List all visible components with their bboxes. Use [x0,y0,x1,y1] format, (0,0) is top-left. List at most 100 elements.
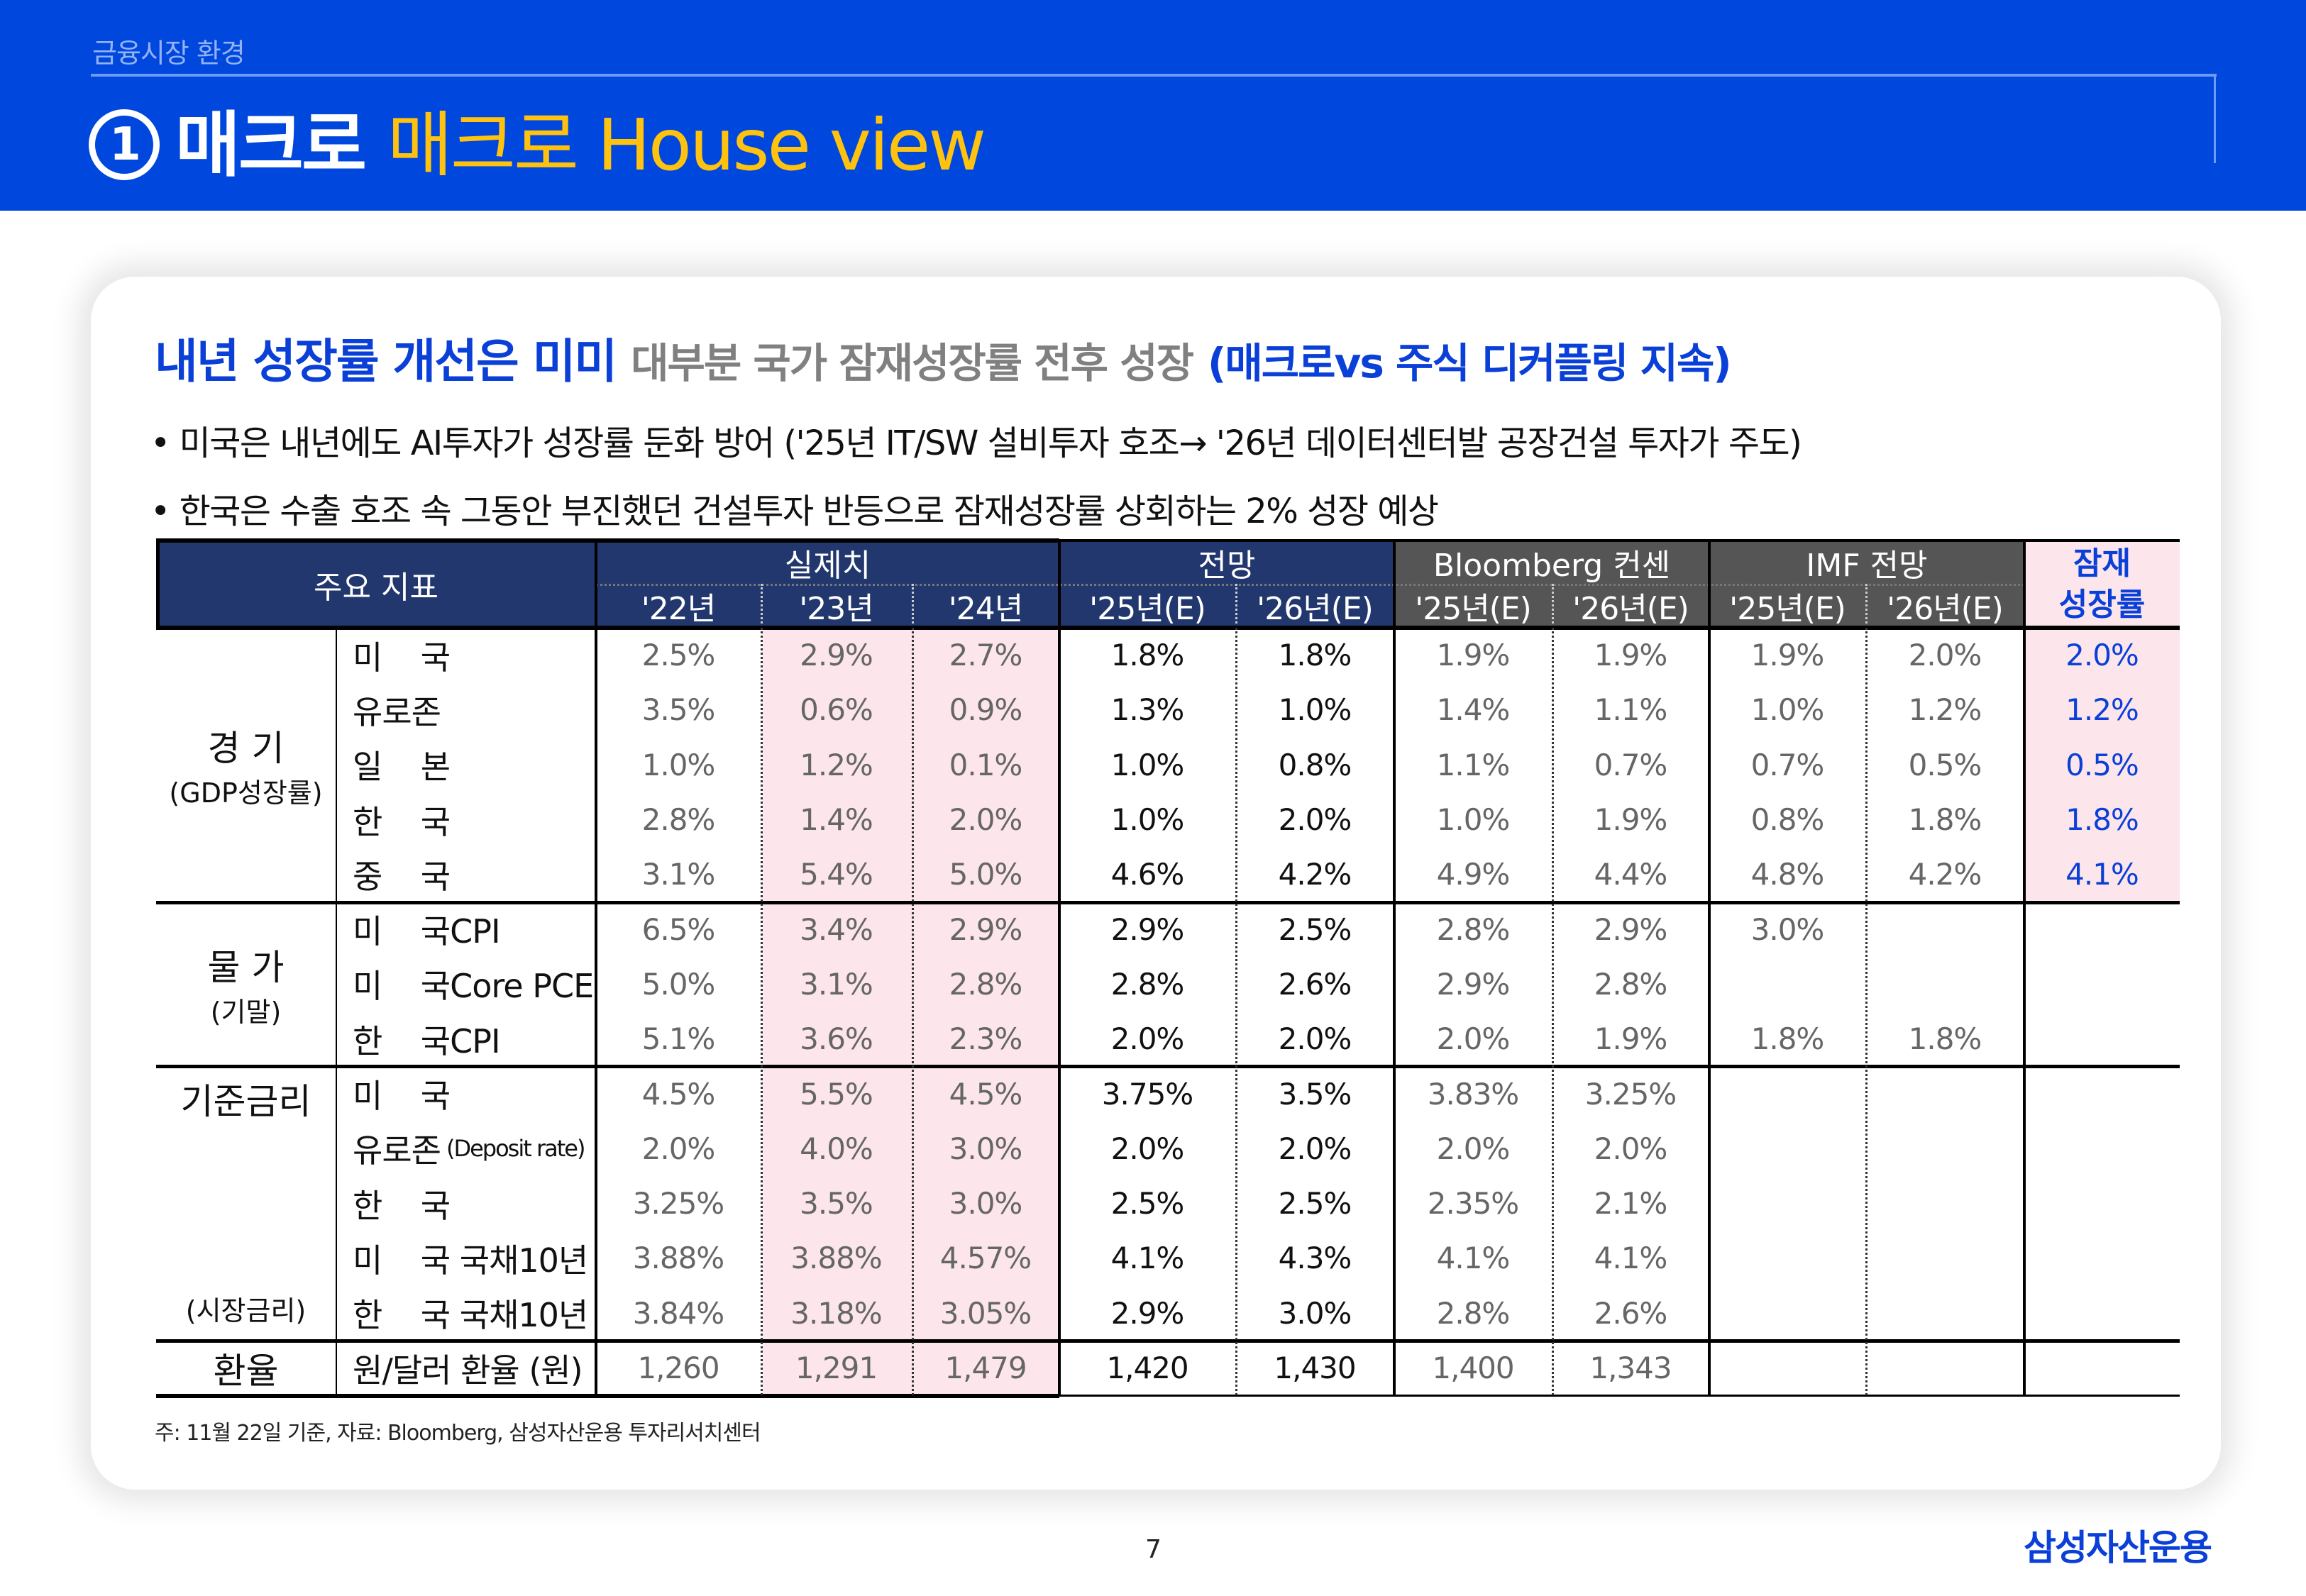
table-cell [1865,1231,2024,1285]
table-cell: 2.0% [1278,802,1352,838]
table-cell [1865,1341,2024,1395]
column-border [1393,541,1396,1396]
header-dotted-rule [596,584,2024,586]
table-cell: 1.9% [1594,638,1668,673]
table-cell: 4.5% [949,1076,1023,1112]
table-cell: 1.4% [1436,692,1511,728]
table-cell [1709,1066,1865,1121]
table-cell [1709,1286,1865,1341]
table-cell: 3.1% [641,857,716,892]
row-label-text: 유로존 [353,692,441,731]
table-cell: 1.0% [1436,802,1511,838]
table-cell: 1.0% [641,747,716,782]
table-cell: 3.6% [800,1021,873,1057]
table-cell: 1.0% [1278,692,1352,728]
table-cell: 1.1% [1436,747,1511,782]
table-cell [1709,1231,1865,1285]
table-cell: 2.9% [1594,911,1668,947]
row-label-text: 원/달러 환율 (원) [353,1351,583,1390]
row-label: 한 국CPI [336,1012,596,1066]
headline-main: 내년 성장률 개선은 미미 [155,334,617,389]
table-cell: 1.9% [1594,1021,1668,1057]
table-cell: 2.0% [1110,1131,1185,1166]
table-cell [2024,1176,2180,1231]
header-year: '23년 [761,584,912,628]
table-top-border [156,538,1059,543]
table-cell: 2.8% [1594,966,1668,1002]
table-cell: 2.0% [1278,1131,1352,1166]
page-title: 1 매크로 매크로 House view [89,99,986,192]
table-cell: 3.88% [790,1241,882,1276]
page-number: 7 [1145,1535,1162,1564]
table-cell: 4.57% [939,1241,1032,1276]
headline: 내년 성장률 개선은 미미 대부분 국가 잠재성장률 전후 성장 (매크로vs … [155,328,1732,397]
table-left-border [156,541,160,628]
table-cell: 1,479 [944,1351,1027,1386]
header-bottom-border [156,626,2180,630]
header-group-bloomberg: Bloomberg 컨센 [1394,541,1709,584]
table-cell [2024,1012,2180,1066]
row-label-text: 한 국 국채10년 [353,1296,588,1335]
table-cell [1865,1066,2024,1121]
table-cell [2024,1231,2180,1285]
table-cell: 3.0% [949,1131,1023,1166]
table-cell: 5.4% [800,857,873,892]
potential-growth-bg [2024,628,2180,902]
table-cell [2024,1341,2180,1395]
table-cell: 0.9% [949,692,1023,728]
header-dotted-divider [1552,584,1554,628]
table-cell: 3.05% [939,1295,1032,1331]
bullet-korea: • 한국은 수출 호조 속 그동안 부진했던 건설투자 반등으로 잠재성장률 상… [150,492,1439,531]
table-cell: 3.75% [1101,1076,1193,1112]
table-cell: 2.5% [1278,1186,1352,1221]
table-cell: 4.9% [1436,857,1511,892]
table-cell: 1.9% [1594,802,1668,838]
table-cell: 1.9% [1436,638,1511,673]
table-cell: 2.0% [1594,1131,1668,1166]
row-label: 한 국 [336,1176,596,1231]
table-cell: 1,343 [1589,1351,1672,1386]
footnote: 주: 11월 22일 기준, 자료: Bloomberg, 삼성자산운용 투자리… [155,1421,761,1446]
table-cell: 1,260 [637,1351,719,1386]
table-cell: 2.0% [1110,1021,1185,1057]
header-potential-growth: 잠재 성장률 [2024,541,2180,628]
header-banner: 금융시장 환경 1 매크로 매크로 House view [0,0,2306,211]
table-cell: 3.0% [1750,911,1825,947]
group-subtitle: (GDP성장률) [169,777,323,809]
table-cell [1865,1176,2024,1231]
table-cell [2024,1066,2180,1121]
row-label: 미 국 [336,628,596,682]
table-cell: 2.8% [641,802,716,838]
table-cell: 1.8% [1110,638,1185,673]
header-year: '24년 [912,584,1059,628]
header-year: '26년(E) [1235,584,1394,628]
table-cell: 1.4% [800,802,873,838]
table-cell: 2.7% [949,638,1023,673]
row-label: 원/달러 환율 (원) [336,1341,596,1395]
header-group-imf: IMF 전망 [1709,541,2024,584]
table-cell [1709,1176,1865,1231]
table-top-border [1059,539,2180,542]
table-cell: 1.8% [1750,1021,1825,1057]
table-cell [1865,902,2024,957]
bullet-us: • 미국은 내년에도 AI투자가 성장률 둔화 방어 ('25년 IT/SW 설… [150,423,1802,463]
table-cell: 5.5% [800,1076,873,1112]
table-cell: 5.0% [641,966,716,1002]
header-key-indicators: 주요 지표 [156,541,596,628]
table-cell [1709,957,1865,1012]
group-policy-rate: 기준금리 (시장금리) [156,1066,336,1341]
group-inflation: 물 가 (기말) [156,902,336,1067]
table-cell: 3.84% [632,1295,724,1331]
row-label: 한 국 [336,792,596,847]
table-cell: 3.0% [1278,1295,1352,1331]
row-label: 한 국 국채10년 [336,1286,596,1341]
forecast-column-bg [763,628,1059,1396]
title-white: 매크로 [175,104,367,187]
row-label-text: 한 국CPI [353,1021,501,1060]
table-cell: 5.0% [949,857,1023,892]
table-cell: 2.6% [1278,966,1352,1002]
row-label: 미 국 국채10년 [336,1231,596,1285]
header-year: '26년(E) [1865,584,2024,628]
table-cell: 4.1% [2065,857,2139,892]
breadcrumb: 금융시장 환경 [92,38,246,69]
